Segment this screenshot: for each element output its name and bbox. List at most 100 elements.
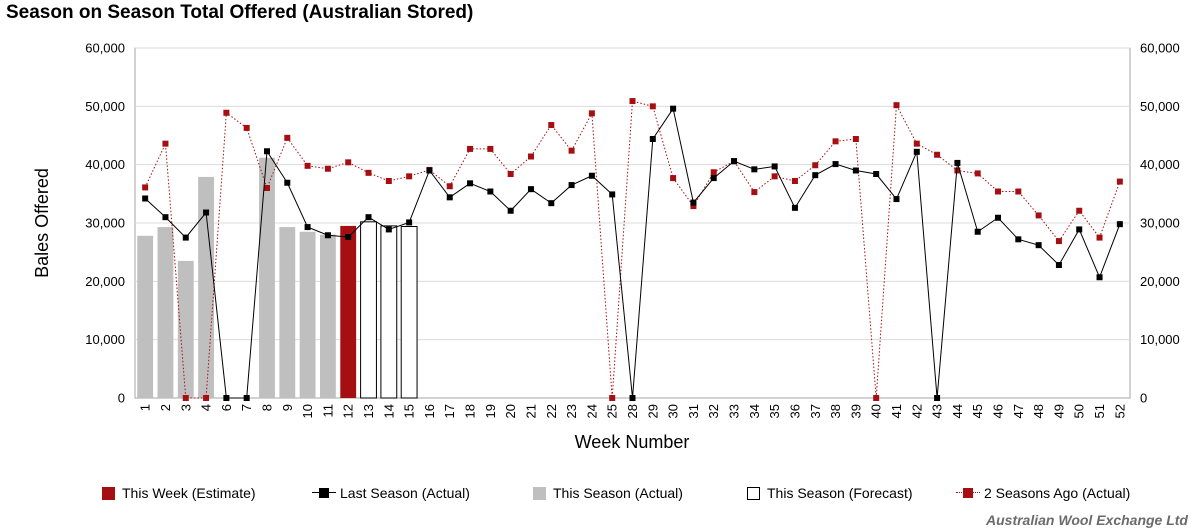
x-tick-label: 20 bbox=[503, 404, 518, 418]
x-tick-label: 34 bbox=[747, 404, 762, 418]
bar-this-season-forecast bbox=[360, 221, 377, 399]
last-season-point bbox=[568, 182, 575, 189]
two-seasons-ago-point bbox=[345, 159, 352, 166]
last-season-point bbox=[1035, 242, 1042, 249]
two-seasons-ago-point bbox=[690, 203, 697, 210]
last-season-point bbox=[467, 180, 474, 187]
last-season-point bbox=[182, 234, 189, 241]
y-tick-label-right: 40,000 bbox=[1140, 157, 1180, 172]
last-season-point bbox=[649, 136, 656, 142]
x-tick-label: 46 bbox=[991, 404, 1006, 418]
two-seasons-ago-point bbox=[852, 136, 859, 142]
x-tick-label: 45 bbox=[970, 404, 985, 418]
y-tick-label: 30,000 bbox=[85, 216, 125, 231]
x-tick-label: 49 bbox=[1051, 404, 1066, 418]
two-seasons-ago-point bbox=[1076, 207, 1083, 214]
bars bbox=[137, 157, 418, 399]
legend-label-two-seasons-ago: 2 Seasons Ago (Actual) bbox=[984, 485, 1131, 501]
x-tick-label: 35 bbox=[767, 404, 782, 418]
x-tick-label: 48 bbox=[1031, 404, 1046, 418]
two-seasons-ago-point bbox=[142, 184, 149, 191]
two-seasons-ago-point bbox=[263, 185, 270, 191]
two-seasons-ago-point bbox=[1055, 238, 1062, 245]
y-tick-label: 60,000 bbox=[85, 41, 125, 56]
legend-label-this-season-forecast: This Season (Forecast) bbox=[767, 485, 913, 501]
last-season-point bbox=[670, 105, 677, 112]
two-seasons-ago-point bbox=[527, 153, 534, 160]
legend-item-this-season-actual: This Season (Actual) bbox=[533, 484, 683, 502]
y-tick-label: 40,000 bbox=[85, 157, 125, 172]
two-seasons-ago-point bbox=[182, 395, 189, 401]
legend-item-this-season-forecast: This Season (Forecast) bbox=[747, 484, 913, 502]
bar-this-season-actual bbox=[279, 227, 296, 398]
x-tick-label: 39 bbox=[848, 404, 863, 418]
x-tick-label: 15 bbox=[402, 404, 417, 418]
legend-swatch-this-week bbox=[102, 486, 115, 500]
last-season-point bbox=[1015, 236, 1022, 243]
footer-credit: Australian Wool Exchange Ltd bbox=[986, 512, 1188, 528]
two-seasons-ago-point bbox=[284, 134, 291, 141]
two-seasons-ago-point bbox=[1096, 234, 1103, 241]
y-tick-label: 20,000 bbox=[85, 274, 125, 289]
x-tick-label: 14 bbox=[381, 404, 396, 418]
x-tick-label: 42 bbox=[909, 404, 924, 418]
last-season-point bbox=[588, 172, 595, 179]
last-season-point bbox=[690, 199, 697, 206]
x-tick-label: 12 bbox=[341, 404, 356, 418]
legend-label-last-season: Last Season (Actual) bbox=[340, 485, 470, 501]
x-tick-label: 32 bbox=[706, 404, 721, 418]
x-tick-label: 38 bbox=[828, 404, 843, 418]
x-tick-label: 19 bbox=[483, 404, 498, 418]
last-season-point bbox=[609, 191, 616, 198]
two-seasons-ago-point bbox=[670, 175, 677, 182]
bar-this-season-actual bbox=[177, 260, 194, 398]
legend-item-two-seasons-ago: 2 Seasons Ago (Actual) bbox=[956, 484, 1130, 502]
x-tick-label: 52 bbox=[1112, 404, 1127, 418]
two-seasons-ago-point bbox=[934, 151, 941, 158]
last-season-point bbox=[263, 148, 270, 155]
last-season-point bbox=[527, 186, 534, 193]
last-season-point bbox=[1096, 274, 1103, 281]
two-seasons-ago-point bbox=[791, 178, 798, 184]
last-season-point bbox=[284, 179, 291, 186]
last-season-point bbox=[345, 234, 352, 240]
two-seasons-ago-point bbox=[649, 103, 656, 110]
last-season-point bbox=[1116, 221, 1123, 228]
x-tick-label: 51 bbox=[1092, 404, 1107, 418]
legend-swatch-last-season bbox=[312, 486, 336, 500]
last-season-point bbox=[995, 214, 1002, 221]
x-tick-label: 28 bbox=[625, 404, 640, 418]
legend-swatch-this-season-actual bbox=[533, 486, 546, 500]
last-season-point bbox=[873, 171, 880, 177]
two-seasons-ago-point bbox=[893, 102, 900, 109]
two-seasons-ago-point bbox=[223, 109, 230, 116]
x-tick-label: 23 bbox=[564, 404, 579, 418]
last-season-point bbox=[1076, 226, 1083, 233]
last-season-point bbox=[934, 395, 941, 401]
x-tick-label: 50 bbox=[1072, 404, 1087, 418]
legend-item-this-week: This Week (Estimate) bbox=[102, 484, 256, 502]
x-tick-label: 1 bbox=[138, 404, 153, 411]
last-season-point bbox=[812, 172, 819, 179]
last-season-point bbox=[832, 161, 839, 168]
x-tick-label: 7 bbox=[239, 404, 254, 411]
x-tick-label: 18 bbox=[463, 404, 478, 418]
two-seasons-ago-point bbox=[995, 188, 1002, 195]
last-season-point bbox=[507, 207, 514, 214]
last-season-point bbox=[365, 214, 372, 221]
two-seasons-ago-point bbox=[365, 169, 372, 176]
last-season-point bbox=[324, 232, 331, 239]
two-seasons-ago-point bbox=[710, 169, 717, 176]
x-tick-label: 37 bbox=[808, 404, 823, 418]
last-season-line bbox=[142, 105, 1123, 401]
x-tick-label: 3 bbox=[178, 404, 193, 411]
last-season-point bbox=[162, 214, 169, 221]
last-season-point bbox=[426, 167, 433, 174]
two-seasons-ago-point bbox=[1116, 178, 1123, 185]
two-seasons-ago-point bbox=[954, 167, 961, 174]
x-tick-label: 11 bbox=[320, 404, 335, 418]
legend-label-this-week: This Week (Estimate) bbox=[122, 485, 256, 501]
two-seasons-ago-point bbox=[467, 145, 474, 152]
x-tick-label: 24 bbox=[584, 404, 599, 418]
two-seasons-ago-point bbox=[832, 138, 839, 145]
